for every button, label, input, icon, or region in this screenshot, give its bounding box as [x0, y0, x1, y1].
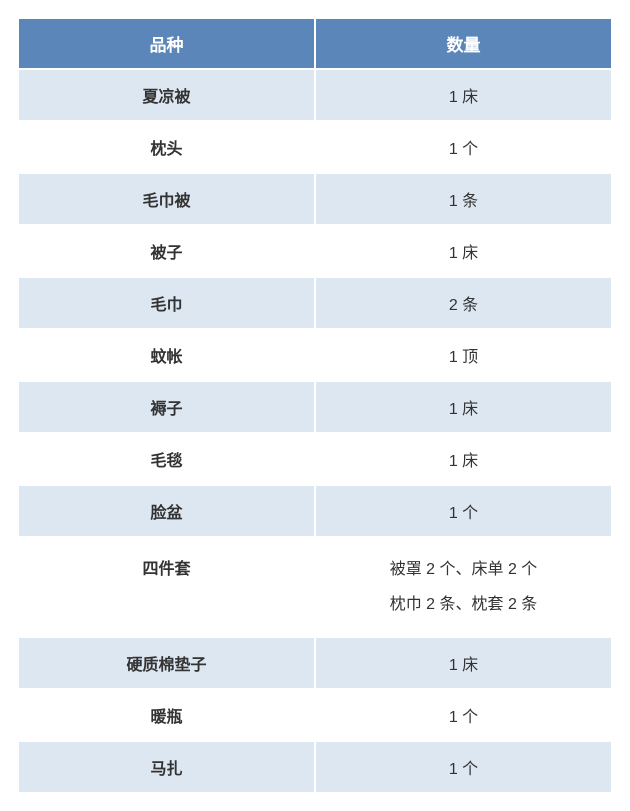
table-row: 四件套被罩 2 个、床单 2 个枕巾 2 条、枕套 2 条 — [18, 537, 612, 637]
table-body: 夏凉被1 床枕头1 个毛巾被1 条被子1 床毛巾2 条蚊帐1 顶褥子1 床毛毯1… — [18, 69, 612, 793]
item-cell: 暖瓶 — [18, 689, 315, 741]
header-item: 品种 — [18, 18, 315, 69]
quantity-cell: 1 床 — [315, 433, 612, 485]
item-cell: 被子 — [18, 225, 315, 277]
item-cell: 毛巾被 — [18, 173, 315, 225]
quantity-cell: 1 个 — [315, 689, 612, 741]
table-header-row: 品种 数量 — [18, 18, 612, 69]
table-row: 枕头1 个 — [18, 121, 612, 173]
table-row: 脸盆1 个 — [18, 485, 612, 537]
table-row: 马扎1 个 — [18, 741, 612, 793]
item-cell: 蚊帐 — [18, 329, 315, 381]
table-row: 蚊帐1 顶 — [18, 329, 612, 381]
table-row: 暖瓶1 个 — [18, 689, 612, 741]
quantity-cell: 1 床 — [315, 225, 612, 277]
table-row: 毛毯1 床 — [18, 433, 612, 485]
quantity-line: 枕巾 2 条、枕套 2 条 — [316, 587, 611, 622]
table-row: 被子1 床 — [18, 225, 612, 277]
supply-table: 品种 数量 夏凉被1 床枕头1 个毛巾被1 条被子1 床毛巾2 条蚊帐1 顶褥子… — [18, 18, 612, 793]
quantity-line: 被罩 2 个、床单 2 个 — [316, 552, 611, 587]
header-quantity: 数量 — [315, 18, 612, 69]
quantity-cell: 2 条 — [315, 277, 612, 329]
quantity-cell: 1 个 — [315, 485, 612, 537]
table-row: 硬质棉垫子1 床 — [18, 637, 612, 689]
quantity-cell: 1 床 — [315, 637, 612, 689]
item-cell: 夏凉被 — [18, 69, 315, 121]
quantity-cell: 被罩 2 个、床单 2 个枕巾 2 条、枕套 2 条 — [315, 537, 612, 637]
item-cell: 脸盆 — [18, 485, 315, 537]
quantity-cell: 1 床 — [315, 69, 612, 121]
quantity-cell: 1 顶 — [315, 329, 612, 381]
table-row: 夏凉被1 床 — [18, 69, 612, 121]
item-cell: 毛巾 — [18, 277, 315, 329]
quantity-cell: 1 条 — [315, 173, 612, 225]
quantity-cell: 1 个 — [315, 741, 612, 793]
table-row: 毛巾被1 条 — [18, 173, 612, 225]
item-cell: 枕头 — [18, 121, 315, 173]
table-row: 褥子1 床 — [18, 381, 612, 433]
table-row: 毛巾2 条 — [18, 277, 612, 329]
item-cell: 褥子 — [18, 381, 315, 433]
item-cell: 硬质棉垫子 — [18, 637, 315, 689]
item-cell: 毛毯 — [18, 433, 315, 485]
quantity-cell: 1 床 — [315, 381, 612, 433]
item-cell: 马扎 — [18, 741, 315, 793]
item-cell: 四件套 — [18, 537, 315, 637]
quantity-cell: 1 个 — [315, 121, 612, 173]
